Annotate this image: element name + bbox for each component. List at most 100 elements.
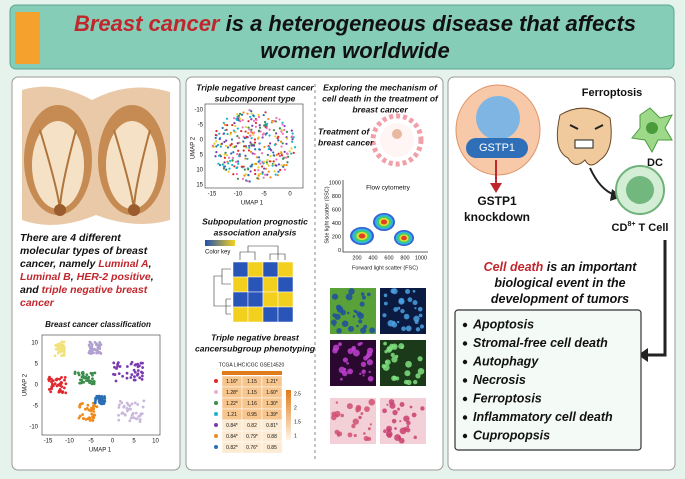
scatter-dot (264, 111, 267, 114)
cluster-dot (95, 394, 99, 398)
scatter-dot (276, 174, 279, 177)
cluster-dot (103, 395, 106, 398)
scatter-dot (242, 111, 245, 114)
scatter-dot (214, 136, 217, 140)
micrograph-cell (404, 370, 411, 377)
scatter-dot (232, 145, 235, 149)
micrograph-cell (391, 356, 398, 363)
scatter-dot (292, 151, 295, 154)
micrograph-cell (346, 403, 353, 410)
scatter-dot (244, 130, 247, 133)
cluster-dot (115, 367, 118, 370)
text-segment: is a heterogeneous disease that affects (220, 11, 637, 36)
cluster-dot (99, 352, 103, 355)
micrograph-cell (401, 326, 406, 332)
table-cell-text: 1.15 (247, 379, 257, 385)
tick-label: 800 (400, 255, 409, 261)
scatter-dot (244, 157, 247, 160)
heatmap-cell (277, 306, 294, 323)
cluster-dot (85, 406, 89, 410)
scatter-dot (227, 162, 230, 165)
cluster-dot (90, 412, 94, 416)
cluster-dot (136, 362, 140, 366)
table-cell-text: 1.30* (266, 401, 278, 407)
bullet (462, 433, 468, 439)
cluster-dot (90, 345, 94, 349)
cell-death-type: Autophagy (472, 354, 539, 368)
scatter-dot (280, 164, 283, 167)
heatmap-cell (247, 276, 264, 293)
row-marker (214, 445, 218, 449)
cluster-dot (95, 405, 99, 409)
scatter-dot (281, 132, 284, 135)
cluster-dot (136, 403, 140, 406)
scatter-dot (247, 149, 251, 152)
color-key (205, 240, 235, 246)
scatter-dot (240, 113, 244, 116)
scale-label: 1 (294, 433, 297, 439)
cluster-dot (58, 387, 62, 391)
intro-line: cancer (20, 297, 55, 309)
scatter-dot (250, 112, 253, 115)
micrograph-cell (366, 436, 372, 441)
title-line: Breast cancer is a heterogeneous disease… (74, 11, 636, 36)
micrograph-cell (382, 408, 387, 414)
micrograph-cell (387, 319, 395, 327)
micrograph-cell (367, 427, 371, 431)
scatter-dot (257, 160, 260, 163)
arrowhead (638, 348, 648, 362)
scatter-dot (281, 121, 284, 124)
heatmap-cell (232, 291, 249, 308)
tcell-label: CD8+ T Cell (612, 221, 669, 234)
table-cell-text: 0.85 (267, 445, 277, 451)
cluster-dot (123, 413, 127, 417)
scatter-dot (238, 136, 241, 139)
cluster-dot (62, 349, 66, 353)
scatter-dot (290, 135, 294, 138)
scatter-dot (224, 151, 227, 154)
cluster-dot (58, 350, 62, 354)
cluster-dot (133, 375, 136, 379)
cluster-dot (121, 374, 125, 378)
scatter-dot (244, 145, 248, 148)
scatter-dot (280, 145, 283, 148)
scatter-dot (243, 145, 246, 148)
table-cell-text: 1.15 (247, 390, 257, 396)
scatter-dot (238, 153, 241, 156)
tick-label: 400 (332, 221, 341, 227)
scatter-dot (268, 142, 272, 145)
scatter-dot (290, 147, 293, 150)
micrograph-cell (360, 292, 365, 296)
scatter-dot (267, 148, 270, 151)
micrograph-cell (363, 432, 366, 435)
micrograph-cell (363, 324, 368, 329)
micrograph-cell (405, 360, 412, 368)
scatter-dot (253, 131, 256, 134)
scatter-dot (292, 136, 295, 139)
highlight: Luminal B (20, 271, 71, 283)
scatter-dot (267, 117, 270, 121)
scatter-dot (230, 152, 233, 155)
cluster-dot (60, 385, 64, 389)
scatter-dot (285, 152, 289, 155)
scatter-dot (236, 142, 239, 145)
cluster-dot (135, 373, 139, 377)
cluster-dot (139, 412, 143, 416)
heatmap-cell (232, 276, 249, 293)
cluster-dot (86, 403, 90, 407)
row-marker (214, 379, 218, 383)
scatter-dot (236, 160, 240, 163)
scatter-dot (214, 133, 217, 137)
section-label: Treatment of (318, 126, 370, 136)
scatter-dot (233, 121, 236, 125)
micrograph-cell (358, 415, 362, 420)
scatter-dot (241, 177, 245, 181)
cluster-dot (93, 401, 97, 405)
micrograph-cell (404, 288, 411, 295)
scatter-dot (248, 146, 251, 149)
cluster-dot (88, 340, 92, 344)
density-blob (401, 235, 407, 241)
cell-death-type: Apoptosis (472, 317, 534, 331)
bullet (462, 415, 468, 420)
scatter-dot (283, 124, 286, 128)
